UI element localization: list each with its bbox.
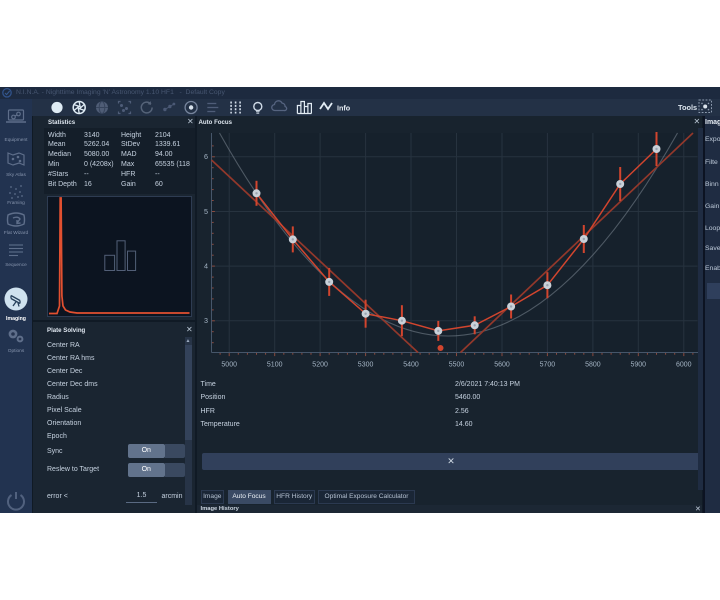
svg-text:Framing: Framing bbox=[7, 200, 25, 206]
svg-text:Info: Info bbox=[337, 104, 351, 113]
svg-text:3: 3 bbox=[204, 316, 208, 325]
svg-text:5700: 5700 bbox=[539, 362, 555, 369]
svg-text:5500: 5500 bbox=[448, 362, 464, 369]
svg-text:5800: 5800 bbox=[585, 362, 601, 369]
svg-text:5600: 5600 bbox=[494, 362, 510, 369]
svg-text:Equipment: Equipment bbox=[5, 137, 29, 143]
svg-text:Sequence: Sequence bbox=[5, 262, 27, 268]
svg-text:5: 5 bbox=[204, 207, 208, 216]
svg-text:4: 4 bbox=[204, 262, 208, 271]
svg-text:5400: 5400 bbox=[403, 362, 419, 369]
svg-text:Imaging: Imaging bbox=[6, 316, 26, 322]
svg-text:6: 6 bbox=[204, 152, 208, 161]
svg-text:5300: 5300 bbox=[357, 362, 373, 369]
svg-text:5100: 5100 bbox=[266, 362, 282, 369]
svg-text:5200: 5200 bbox=[312, 362, 328, 369]
svg-text:Sky Atlas: Sky Atlas bbox=[6, 172, 26, 178]
svg-text:Options: Options bbox=[8, 348, 25, 354]
svg-text:5000: 5000 bbox=[221, 362, 237, 369]
svg-text:5900: 5900 bbox=[630, 362, 646, 369]
svg-text:Flat Wizard: Flat Wizard bbox=[4, 230, 29, 236]
svg-text:6000: 6000 bbox=[676, 362, 692, 369]
